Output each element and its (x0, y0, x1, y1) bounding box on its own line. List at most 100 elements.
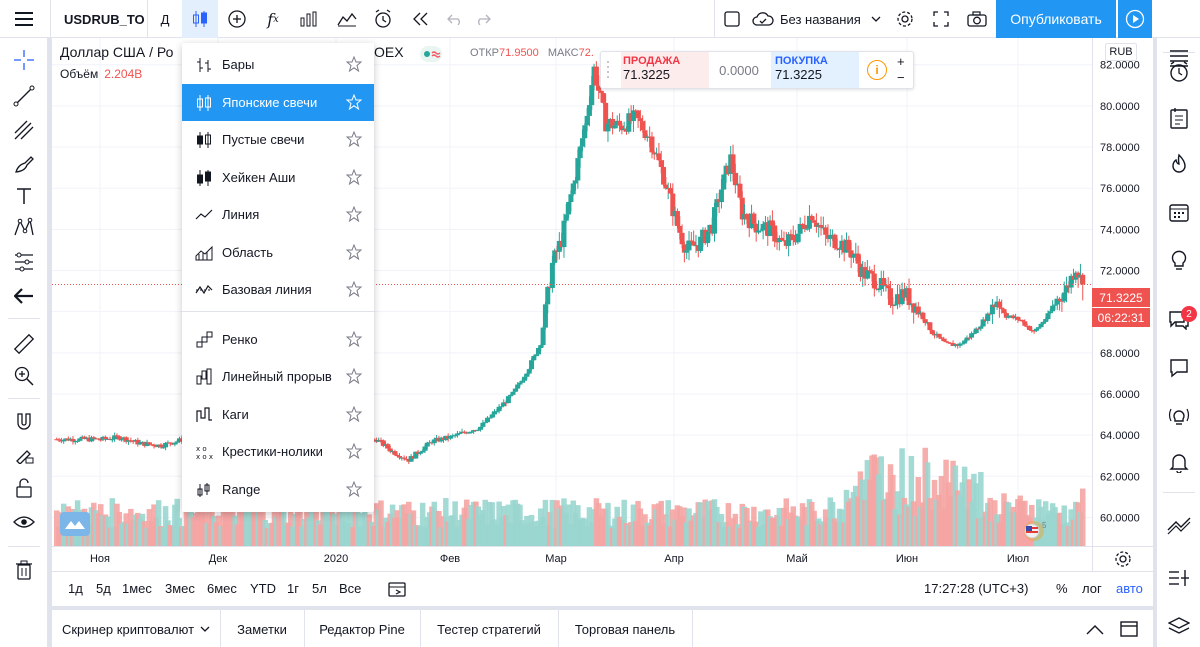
range-button[interactable]: YTD (250, 581, 276, 596)
bottom-tab[interactable]: Скринер криптовалют (52, 610, 220, 647)
layers-icon[interactable] (1159, 608, 1199, 644)
range-button[interactable]: 5д (96, 581, 111, 596)
dom-icon[interactable] (1159, 560, 1199, 596)
auto-scale-toggle[interactable]: авто (1116, 581, 1143, 596)
range-button[interactable]: 1мес (122, 581, 152, 596)
financials-icon[interactable] (330, 0, 364, 38)
buy-button[interactable]: ПОКУПКА 71.3225 (771, 52, 859, 88)
brush-icon[interactable] (4, 148, 44, 180)
range-button[interactable]: 6мес (207, 581, 237, 596)
eye-icon[interactable] (4, 506, 44, 538)
time-zone-clock[interactable]: 17:27:28 (UTC+3) (924, 581, 1029, 596)
star-icon[interactable] (346, 281, 362, 297)
pitchfork-icon[interactable] (4, 114, 44, 146)
quantity-plus-button[interactable]: + (897, 54, 905, 69)
magnet-icon[interactable] (4, 406, 44, 438)
star-icon[interactable] (346, 330, 362, 347)
bottom-tab[interactable]: Торговая панель (558, 610, 692, 647)
camera-icon[interactable] (960, 0, 994, 38)
chart-settings-gear-icon[interactable] (1114, 550, 1134, 570)
watchlist-icon[interactable] (1159, 40, 1199, 76)
unlock-icon[interactable] (4, 472, 44, 504)
star-icon[interactable] (346, 405, 362, 422)
chart-type-option[interactable]: Базовая линия (182, 271, 374, 308)
streams-icon[interactable] (1159, 398, 1199, 434)
quantity-minus-button[interactable]: − (897, 70, 905, 85)
star-icon[interactable] (346, 56, 362, 72)
pattern-icon[interactable] (4, 212, 44, 244)
chart-type-option[interactable]: Ренко (182, 321, 374, 358)
trading-panel-icon[interactable] (1159, 508, 1199, 544)
range-button[interactable]: 1г (287, 581, 299, 596)
data-window-icon[interactable] (1159, 100, 1199, 136)
star-icon[interactable] (346, 243, 362, 260)
bottom-tab[interactable]: Тестер стратегий (420, 610, 558, 647)
chart-type-option[interactable]: Линейный прорыв (182, 358, 374, 395)
star-icon[interactable] (346, 443, 362, 459)
zoom-in-icon[interactable] (4, 360, 44, 392)
range-button[interactable]: Все (339, 581, 362, 596)
tradingview-logo[interactable] (60, 512, 90, 536)
ideas-chat-icon[interactable] (1159, 350, 1199, 386)
range-button[interactable]: 1д (68, 581, 83, 596)
star-icon[interactable] (346, 206, 362, 222)
star-icon[interactable] (346, 93, 362, 110)
settings-gear-icon[interactable] (888, 0, 922, 38)
star-icon[interactable] (346, 368, 362, 384)
publish-button[interactable]: Опубликовать (996, 0, 1116, 38)
go-to-date-icon[interactable] (388, 580, 408, 603)
chart-type-option[interactable]: Японские свечи (182, 83, 374, 121)
alarm-clock-icon[interactable] (1159, 54, 1199, 90)
info-icon[interactable]: i (867, 60, 887, 80)
play-icon[interactable] (1118, 0, 1152, 38)
redo-icon[interactable] (468, 0, 498, 38)
replay-icon[interactable] (404, 0, 438, 38)
currency-button[interactable]: RUB (1105, 43, 1137, 61)
hotlist-fire-icon[interactable] (1159, 146, 1199, 182)
chart-type-option[interactable]: Линия (182, 196, 374, 233)
trash-icon[interactable] (4, 554, 44, 586)
calendar-icon[interactable] (1159, 194, 1199, 230)
symbol-search-button[interactable]: USDRUB_TO (64, 11, 145, 27)
collapse-panel-icon[interactable] (1086, 622, 1104, 640)
arrow-left-icon[interactable] (4, 280, 44, 312)
chart-type-option[interactable]: Хейкен Аши (182, 159, 374, 196)
undo-icon[interactable] (440, 0, 470, 38)
lock-drawings-icon[interactable] (4, 438, 44, 470)
drag-handle-icon[interactable] (605, 56, 615, 84)
chart-type-option[interactable]: Бары (182, 46, 374, 83)
chart-type-option[interactable]: Область (182, 234, 374, 271)
menu-icon[interactable] (0, 0, 48, 38)
fullscreen-layout-icon[interactable] (716, 0, 748, 38)
range-button[interactable]: 3мес (165, 581, 195, 596)
fullscreen-icon[interactable] (924, 0, 958, 38)
templates-icon[interactable] (292, 0, 326, 38)
market-status-icon[interactable] (420, 46, 442, 62)
star-icon[interactable] (346, 168, 362, 185)
sell-button[interactable]: ПРОДАЖА 71.3225 (621, 52, 709, 88)
percent-scale-toggle[interactable]: % (1056, 581, 1068, 596)
bottom-tab[interactable]: Редактор Pine (304, 610, 420, 647)
bottom-tab[interactable]: Заметки (220, 610, 304, 647)
chart-type-option[interactable]: Каги (182, 396, 374, 433)
text-icon[interactable] (4, 180, 44, 212)
trend-line-icon[interactable] (4, 80, 44, 112)
star-icon[interactable] (346, 131, 362, 147)
crosshair-icon[interactable] (4, 44, 44, 76)
chart-type-button[interactable] (182, 0, 218, 38)
events-flag-icon[interactable]: 5 (1022, 518, 1058, 544)
interval-button[interactable]: Д (160, 11, 170, 27)
layout-name-button[interactable]: Без названия (752, 0, 888, 38)
log-scale-toggle[interactable]: лог (1082, 581, 1102, 596)
ruler-icon[interactable] (4, 328, 44, 360)
compare-icon[interactable] (220, 0, 254, 38)
maximize-panel-icon[interactable] (1120, 621, 1138, 642)
star-icon[interactable] (346, 480, 362, 497)
chart-type-option[interactable]: Пустые свечи (182, 121, 374, 158)
alert-clock-icon[interactable] (366, 0, 400, 38)
chart-type-option[interactable]: Range (182, 471, 374, 508)
prediction-icon[interactable] (4, 246, 44, 278)
price-chart[interactable]: 60.000062.000064.000066.000068.000070.00… (52, 38, 1153, 571)
